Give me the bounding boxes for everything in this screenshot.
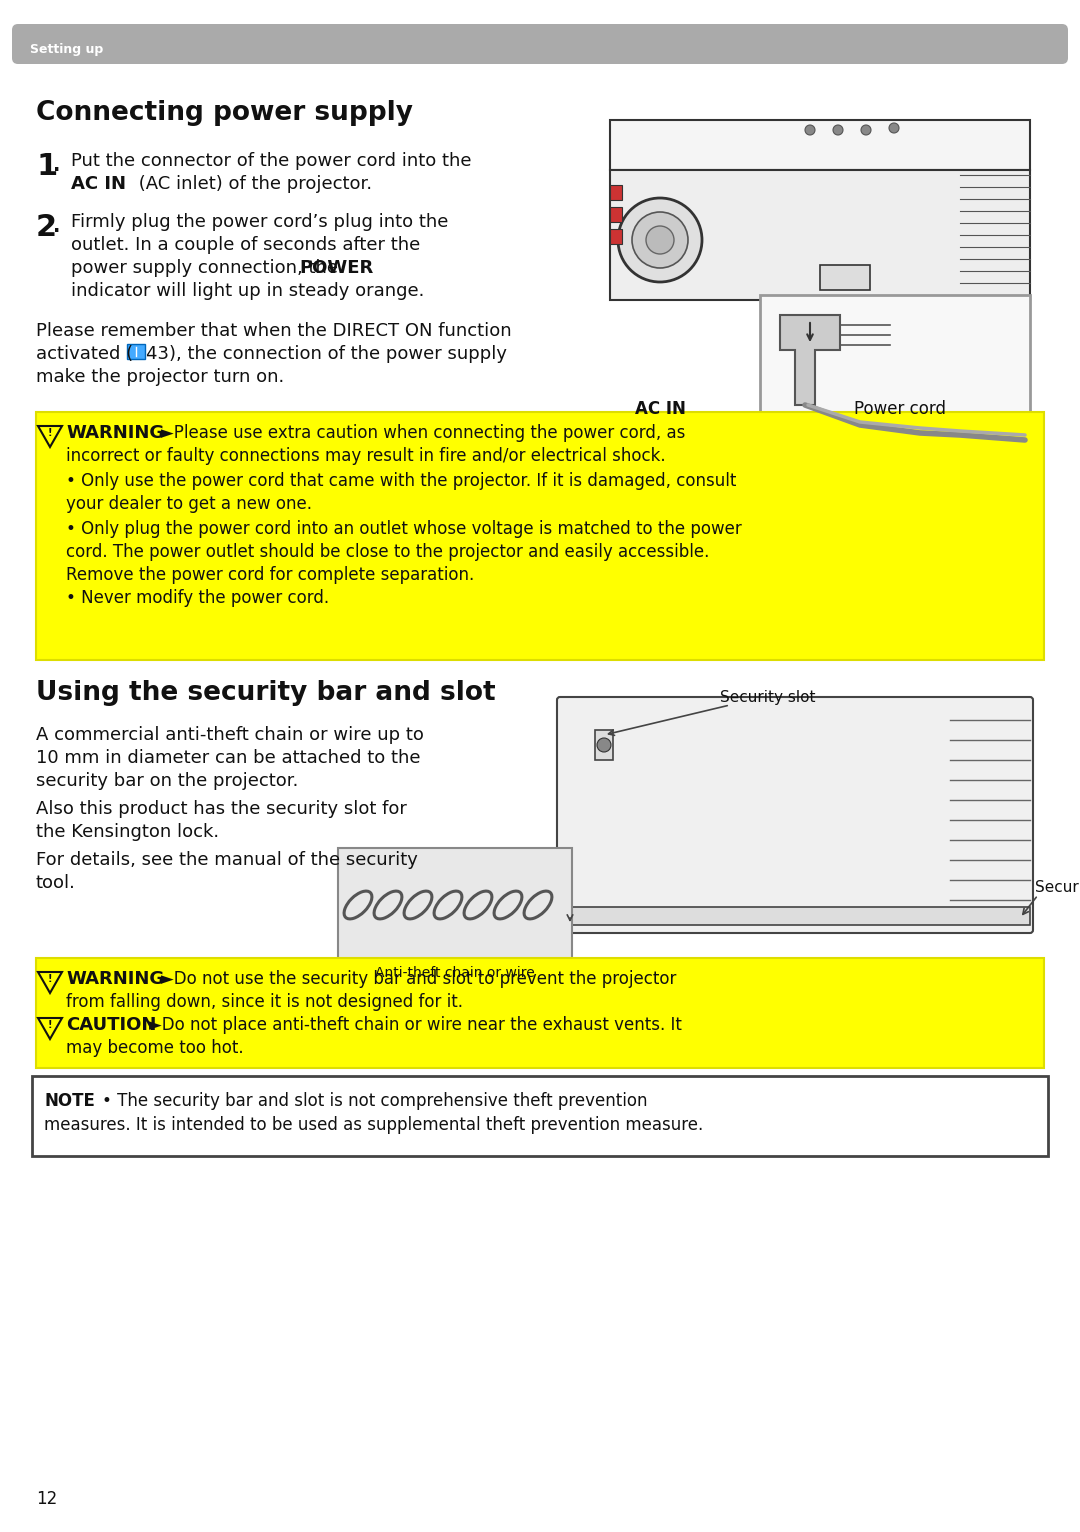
Text: CAUTION: CAUTION	[66, 1016, 157, 1034]
Text: cord. The power outlet should be close to the projector and easily accessible.: cord. The power outlet should be close t…	[66, 542, 710, 561]
Text: Please remember that when the DIRECT ON function: Please remember that when the DIRECT ON …	[36, 322, 512, 340]
Text: !: !	[48, 1020, 52, 1030]
FancyBboxPatch shape	[760, 296, 1030, 450]
Bar	[610, 228, 622, 244]
Text: Security bar: Security bar	[1035, 879, 1080, 895]
Text: For details, see the manual of the security: For details, see the manual of the secur…	[36, 850, 418, 869]
Circle shape	[833, 126, 843, 135]
Text: A commercial anti-theft chain or wire up to: A commercial anti-theft chain or wire up…	[36, 726, 423, 745]
Text: activated (: activated (	[36, 345, 133, 363]
Circle shape	[597, 738, 611, 752]
Text: Also this product has the security slot for: Also this product has the security slot …	[36, 800, 407, 818]
Polygon shape	[38, 426, 62, 447]
Text: Firmly plug the power cord’s plug into the: Firmly plug the power cord’s plug into t…	[71, 213, 448, 231]
Circle shape	[861, 126, 870, 135]
Text: tool.: tool.	[36, 873, 76, 892]
Text: • Only plug the power cord into an outlet whose voltage is matched to the power: • Only plug the power cord into an outle…	[66, 519, 742, 538]
Text: ►Please use extra caution when connecting the power cord, as: ►Please use extra caution when connectin…	[161, 424, 686, 443]
Text: Remove the power cord for complete separation.: Remove the power cord for complete separ…	[66, 565, 474, 584]
Text: .: .	[53, 156, 60, 175]
Polygon shape	[780, 316, 840, 404]
Text: Anti-theft chain or wire: Anti-theft chain or wire	[375, 967, 535, 980]
Text: 43), the connection of the power supply: 43), the connection of the power supply	[146, 345, 507, 363]
Bar	[820, 265, 870, 290]
Text: 12: 12	[36, 1491, 57, 1507]
Text: Power cord: Power cord	[854, 400, 946, 418]
Text: your dealer to get a new one.: your dealer to get a new one.	[66, 495, 312, 513]
Bar	[595, 731, 613, 760]
Bar	[561, 907, 1030, 925]
Text: 2: 2	[36, 213, 57, 242]
Text: !: !	[48, 974, 52, 984]
FancyBboxPatch shape	[338, 849, 572, 962]
Text: AC IN: AC IN	[635, 400, 686, 418]
Text: the Kensington lock.: the Kensington lock.	[36, 823, 219, 841]
FancyBboxPatch shape	[557, 697, 1032, 933]
Text: Setting up: Setting up	[30, 43, 104, 57]
Bar	[610, 185, 622, 201]
Text: • Only use the power cord that came with the projector. If it is damaged, consul: • Only use the power cord that came with…	[66, 472, 737, 490]
Text: Security slot: Security slot	[720, 689, 815, 705]
Circle shape	[632, 211, 688, 268]
Text: ►Do not use the security bar and slot to prevent the projector: ►Do not use the security bar and slot to…	[161, 970, 676, 988]
Text: indicator will light up in steady orange.: indicator will light up in steady orange…	[71, 282, 424, 300]
Text: POWER: POWER	[299, 259, 374, 277]
Text: NOTE: NOTE	[44, 1092, 95, 1111]
Text: power supply connection, the: power supply connection, the	[71, 259, 343, 277]
Text: !: !	[48, 427, 52, 438]
Circle shape	[646, 227, 674, 254]
Polygon shape	[610, 170, 1030, 300]
Text: make the projector turn on.: make the projector turn on.	[36, 368, 284, 386]
Circle shape	[889, 123, 899, 133]
Text: • Never modify the power cord.: • Never modify the power cord.	[66, 588, 329, 607]
Bar	[36, 412, 1044, 660]
Text: • The security bar and slot is not comprehensive theft prevention: • The security bar and slot is not compr…	[102, 1092, 648, 1111]
Text: .: .	[53, 218, 60, 236]
Circle shape	[618, 198, 702, 282]
Circle shape	[805, 126, 815, 135]
Polygon shape	[38, 1017, 62, 1039]
FancyBboxPatch shape	[127, 345, 145, 358]
Text: measures. It is intended to be used as supplemental theft prevention measure.: measures. It is intended to be used as s…	[44, 1115, 703, 1134]
Text: Put the connector of the power cord into the: Put the connector of the power cord into…	[71, 152, 472, 170]
Text: 10 mm in diameter can be attached to the: 10 mm in diameter can be attached to the	[36, 749, 420, 768]
FancyBboxPatch shape	[32, 1075, 1048, 1157]
Text: from falling down, since it is not designed for it.: from falling down, since it is not desig…	[66, 993, 463, 1011]
Text: Connecting power supply: Connecting power supply	[36, 100, 413, 126]
Bar	[610, 207, 622, 222]
Text: WARNING: WARNING	[66, 970, 164, 988]
Text: Using the security bar and slot: Using the security bar and slot	[36, 680, 496, 706]
Text: may become too hot.: may become too hot.	[66, 1039, 244, 1057]
Text: AC IN: AC IN	[71, 175, 126, 193]
Polygon shape	[38, 971, 62, 993]
Text: 1: 1	[36, 152, 57, 181]
Text: outlet. In a couple of seconds after the: outlet. In a couple of seconds after the	[71, 236, 420, 254]
Bar	[36, 958, 1044, 1068]
Text: security bar on the projector.: security bar on the projector.	[36, 772, 298, 791]
Text: incorrect or faulty connections may result in fire and/or electrical shock.: incorrect or faulty connections may resu…	[66, 447, 665, 466]
Text: WARNING: WARNING	[66, 424, 164, 443]
Text: ►Do not place anti-theft chain or wire near the exhaust vents. It: ►Do not place anti-theft chain or wire n…	[149, 1016, 681, 1034]
Text: (AC inlet) of the projector.: (AC inlet) of the projector.	[133, 175, 373, 193]
Polygon shape	[610, 119, 1030, 170]
FancyBboxPatch shape	[12, 25, 1068, 64]
